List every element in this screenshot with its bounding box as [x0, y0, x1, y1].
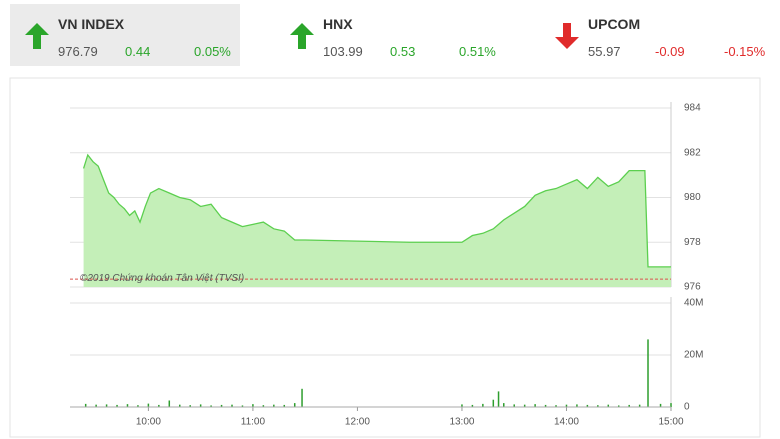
area-fill — [83, 154, 671, 287]
volume-bar — [523, 404, 526, 407]
index-value: 55.97 — [588, 44, 621, 59]
index-change: 0.53 — [390, 44, 416, 59]
volume-bar — [189, 405, 191, 407]
index-change: 0.44 — [125, 44, 151, 59]
volume-bar — [670, 403, 672, 407]
index-name: HNX — [323, 16, 353, 32]
index-card: HNX 103.99 0.53 0.51% — [275, 4, 505, 66]
index-percent: 0.05% — [194, 44, 231, 59]
volume-bar — [158, 404, 160, 407]
volume-bar — [283, 404, 286, 407]
volume-bar — [84, 403, 87, 407]
volume-bar — [565, 404, 568, 407]
volume-bar — [534, 404, 536, 407]
volume-bar — [199, 404, 202, 407]
volume-bar — [301, 388, 303, 407]
volume-bar — [597, 405, 599, 407]
volume-bar — [482, 403, 484, 407]
y-tick-label: 976 — [684, 282, 701, 293]
index-percent: -0.15% — [724, 44, 766, 59]
index-header: VN INDEX 976.79 0.44 0.05% HNX 103.99 0.53 0.51… — [0, 0, 780, 70]
chart-frame — [9, 77, 761, 438]
volume-bar — [126, 404, 129, 407]
volume-bar — [105, 404, 108, 407]
index-change: -0.09 — [655, 44, 685, 59]
index-card: VN INDEX 976.79 0.44 0.05% — [10, 4, 240, 66]
trend-arrow — [555, 23, 579, 49]
trend-arrow — [290, 23, 314, 49]
y-tick-label: 980 — [684, 192, 701, 203]
volume-bar — [220, 404, 223, 407]
y-tick-label: 40M — [684, 298, 703, 309]
arrow-shape — [25, 23, 49, 49]
volume-bar — [461, 404, 463, 407]
volume-bar — [586, 404, 589, 407]
index-percent: 0.51% — [459, 44, 496, 59]
y-tick-label: 984 — [684, 103, 701, 114]
x-tick-label: 15:00 — [658, 417, 683, 428]
arrow-shape — [555, 23, 579, 49]
watermark: ©2019 Chứng khoán Tân Việt (TVSI) — [80, 273, 244, 284]
volume-bar — [273, 404, 275, 407]
volume-bar — [262, 405, 265, 407]
volume-bar — [147, 403, 150, 407]
volume-bar — [471, 404, 474, 407]
index-value: 103.99 — [323, 44, 363, 59]
volume-bar — [497, 391, 500, 407]
y-tick-label: 0 — [684, 402, 690, 413]
volume-bar — [555, 405, 557, 407]
x-tick-label: 13:00 — [449, 417, 474, 428]
index-value: 976.79 — [58, 44, 98, 59]
y-tick-label: 20M — [684, 350, 703, 361]
volume-bar — [492, 399, 495, 407]
volume-bar — [137, 405, 139, 407]
volume-bar — [116, 404, 118, 407]
price-line — [82, 153, 671, 268]
volume-bar — [617, 405, 620, 407]
volume-bar — [659, 403, 662, 407]
volume-bar — [513, 404, 515, 407]
volume-bar — [210, 405, 212, 407]
index-card: UPCOM 55.97 -0.09 -0.15% — [540, 4, 770, 66]
x-tick-label: 10:00 — [136, 417, 161, 428]
x-tick-label: 11:00 — [241, 417, 266, 428]
volume-bar — [576, 404, 578, 407]
volume-bar — [231, 404, 233, 407]
trend-arrow — [25, 23, 49, 49]
volume-bar — [293, 403, 296, 407]
volume-bar — [607, 404, 610, 407]
volume-bar — [628, 404, 630, 407]
index-name: VN INDEX — [58, 16, 125, 32]
volume-bar — [252, 404, 254, 407]
x-tick-label: 14:00 — [554, 417, 579, 428]
arrow-shape — [290, 23, 314, 49]
y-tick-label: 978 — [684, 237, 701, 248]
volume-bar — [503, 403, 505, 407]
volume-bar — [168, 400, 171, 407]
volume-bar — [544, 404, 547, 407]
x-tick-label: 12:00 — [345, 417, 370, 428]
volume-bar — [638, 404, 641, 407]
volume-bar — [95, 404, 97, 407]
volume-bar — [241, 405, 244, 407]
index-name: UPCOM — [588, 16, 641, 32]
volume-bar — [647, 339, 649, 407]
y-tick-label: 982 — [684, 147, 701, 158]
volume-bar — [178, 404, 181, 407]
